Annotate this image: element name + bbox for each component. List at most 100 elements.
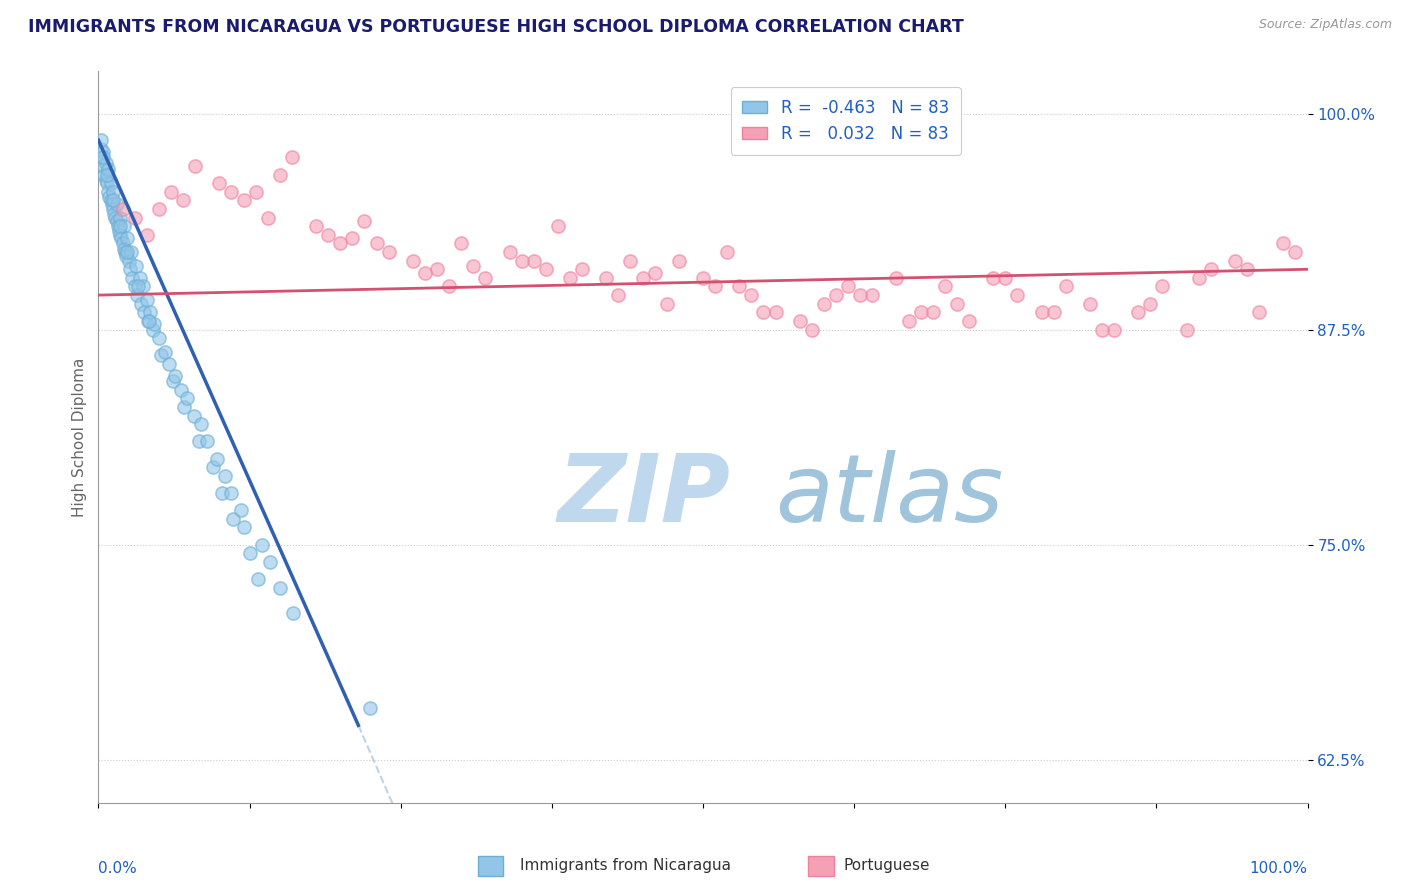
Point (117, 231, 139, 245)
Text: ZIP: ZIP (558, 450, 731, 541)
Point (114, 245, 136, 260)
Point (121, 271, 143, 285)
Point (245, 185, 267, 199)
Point (1054, 279, 1077, 293)
Point (886, 271, 908, 285)
Point (547, 219, 569, 234)
Point (716, 245, 738, 260)
Point (994, 271, 1017, 285)
Point (342, 231, 364, 245)
Point (160, 185, 183, 199)
Point (1249, 305, 1271, 319)
Point (108, 219, 131, 234)
Point (256, 211, 278, 225)
Point (1102, 322, 1125, 336)
Point (105, 197, 128, 211)
Point (125, 259, 148, 273)
Point (134, 305, 156, 319)
Point (250, 538, 273, 552)
Point (100, 194, 122, 208)
Point (162, 374, 184, 388)
Point (450, 236, 472, 251)
Point (1188, 271, 1211, 285)
Point (1128, 305, 1150, 319)
Point (142, 322, 165, 336)
Point (595, 271, 617, 285)
Point (132, 279, 155, 293)
Point (105, 214, 128, 228)
Point (377, 245, 399, 260)
Point (463, 259, 485, 273)
Point (208, 176, 231, 190)
Point (329, 236, 352, 251)
Point (692, 271, 714, 285)
Text: IMMIGRANTS FROM NICARAGUA VS PORTUGUESE HIGH SCHOOL DIPLOMA CORRELATION CHART: IMMIGRANTS FROM NICARAGUA VS PORTUGUESE … (28, 18, 965, 36)
Point (607, 288, 630, 302)
Point (789, 314, 811, 328)
Point (115, 248, 138, 262)
Text: Immigrants from Nicaragua: Immigrants from Nicaragua (520, 858, 731, 872)
Point (1284, 245, 1306, 260)
Point (176, 392, 198, 406)
Point (135, 293, 157, 308)
Point (668, 253, 690, 268)
Text: 100.0%: 100.0% (1250, 862, 1308, 876)
Point (232, 194, 254, 208)
Point (281, 607, 304, 621)
Point (221, 512, 243, 526)
Point (111, 202, 134, 216)
Point (704, 279, 727, 293)
Point (221, 185, 243, 199)
Point (91, 145, 114, 160)
Point (157, 357, 180, 371)
Point (108, 224, 131, 238)
Point (96, 176, 118, 190)
Point (91, 150, 114, 164)
Point (129, 296, 152, 310)
Point (1031, 305, 1053, 319)
Point (269, 581, 291, 595)
Point (136, 314, 159, 328)
Point (498, 245, 520, 260)
Point (211, 486, 233, 500)
Point (910, 305, 932, 319)
Point (1236, 262, 1258, 277)
Point (148, 202, 170, 216)
Point (118, 253, 141, 268)
Point (93, 168, 115, 182)
Point (135, 227, 157, 242)
Point (239, 546, 262, 560)
Point (205, 451, 228, 466)
Point (631, 271, 654, 285)
Point (934, 279, 956, 293)
Point (897, 314, 920, 328)
Point (124, 279, 146, 293)
Point (229, 503, 252, 517)
Point (91, 159, 114, 173)
Point (163, 369, 186, 384)
Point (813, 296, 835, 310)
Point (619, 253, 641, 268)
Text: 0.0%: 0.0% (98, 862, 138, 876)
Text: Source: ZipAtlas.com: Source: ZipAtlas.com (1258, 18, 1392, 31)
Point (1175, 322, 1198, 336)
Point (138, 314, 160, 328)
Point (108, 211, 131, 225)
Point (752, 305, 775, 319)
Point (101, 194, 124, 208)
Point (316, 227, 339, 242)
Point (97, 185, 120, 199)
Point (128, 271, 150, 285)
Point (571, 262, 593, 277)
Point (94, 155, 117, 169)
Point (100, 176, 122, 190)
Point (139, 305, 162, 319)
Point (825, 288, 848, 302)
Legend: R =  -0.463   N = 83, R =   0.032   N = 83: R = -0.463 N = 83, R = 0.032 N = 83 (731, 87, 960, 154)
Point (120, 245, 142, 260)
Point (523, 253, 546, 268)
Point (510, 253, 533, 268)
Point (96, 168, 118, 182)
Point (981, 271, 1004, 285)
Point (655, 296, 678, 310)
